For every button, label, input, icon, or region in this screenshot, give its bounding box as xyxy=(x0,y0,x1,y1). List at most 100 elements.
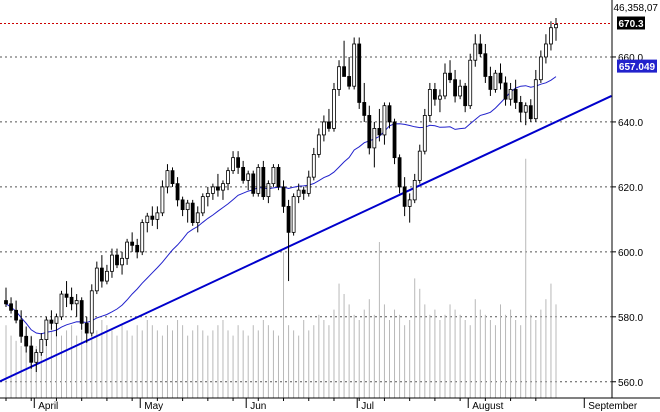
candle xyxy=(352,37,357,90)
candle-body xyxy=(513,89,518,103)
candle-body xyxy=(271,166,276,185)
candle xyxy=(432,82,437,106)
candle-body xyxy=(145,215,150,224)
candle xyxy=(301,186,306,200)
candle-body xyxy=(533,79,538,120)
candle-body xyxy=(89,290,94,334)
candle xyxy=(150,206,155,226)
candle xyxy=(266,180,271,204)
candle xyxy=(180,196,185,217)
candle xyxy=(59,290,64,321)
y-tick-label: 580.0 xyxy=(618,313,643,324)
candle-body xyxy=(337,66,341,90)
candle-body xyxy=(367,115,372,149)
candle-body xyxy=(160,186,165,214)
moving-average-box: 657.049 xyxy=(617,59,657,73)
moving-average-label: 657.049 xyxy=(619,62,656,73)
x-tick-label: September xyxy=(588,401,638,412)
candle-body xyxy=(281,186,286,207)
candle-body xyxy=(276,166,281,188)
candle-body xyxy=(266,183,271,198)
candle-body xyxy=(24,335,29,347)
candle xyxy=(14,300,18,324)
candle-body xyxy=(397,157,402,188)
candle-body xyxy=(503,82,508,100)
candle-body xyxy=(453,79,457,97)
candle-body xyxy=(387,105,392,123)
last-price-box: 670.3 xyxy=(617,16,645,30)
candle-body xyxy=(231,157,235,172)
candle-body xyxy=(261,166,266,198)
candle-body xyxy=(236,157,241,168)
candle-body xyxy=(130,241,135,246)
candle-body xyxy=(286,205,291,233)
candle xyxy=(407,193,412,223)
candle xyxy=(89,284,94,337)
candle-body xyxy=(19,319,24,337)
candle xyxy=(463,82,468,113)
candle xyxy=(412,173,417,204)
candle-body xyxy=(432,89,437,100)
candle-body xyxy=(463,85,468,107)
candle-body xyxy=(291,196,296,233)
candle-body xyxy=(392,121,397,159)
candle-body xyxy=(357,43,362,103)
candle xyxy=(69,287,74,311)
candle xyxy=(190,199,195,226)
candle xyxy=(39,333,44,356)
candle xyxy=(170,167,175,187)
candle xyxy=(34,349,39,373)
candle xyxy=(94,261,99,295)
candle xyxy=(473,34,478,67)
candle-body xyxy=(140,222,145,253)
candle xyxy=(367,105,372,155)
candle xyxy=(49,310,54,330)
candle xyxy=(453,69,457,103)
candle xyxy=(140,219,145,256)
candle xyxy=(160,180,165,217)
candle xyxy=(311,147,316,181)
candle xyxy=(236,151,241,174)
candle-body xyxy=(544,43,548,58)
candle xyxy=(402,177,407,217)
candle-body xyxy=(210,186,215,194)
candle-body xyxy=(538,56,543,81)
candle xyxy=(342,40,346,77)
candle xyxy=(417,144,422,184)
candle-body xyxy=(170,170,175,185)
x-tick-label: May xyxy=(144,401,163,412)
candle-body xyxy=(205,192,210,198)
candle xyxy=(44,316,49,347)
candle-body xyxy=(321,121,326,136)
candle-body xyxy=(296,189,301,198)
candle-body xyxy=(94,267,99,292)
candle-body xyxy=(165,170,170,188)
candle-body xyxy=(508,89,513,100)
candle-body xyxy=(498,72,503,84)
candle-body xyxy=(362,102,367,116)
candle xyxy=(316,128,321,158)
candle-body xyxy=(473,43,478,61)
candle xyxy=(4,287,8,308)
candle-body xyxy=(549,27,553,45)
candle xyxy=(468,53,473,109)
candle xyxy=(518,95,523,122)
candle-body xyxy=(427,89,432,116)
candle xyxy=(246,170,251,191)
candle xyxy=(271,164,276,187)
candle xyxy=(503,76,508,106)
candle-body xyxy=(342,66,346,77)
candle-body xyxy=(221,183,225,191)
top-readout: 46,358,07 xyxy=(614,3,659,14)
candle xyxy=(392,118,397,165)
candle-body xyxy=(4,300,8,305)
candle xyxy=(458,79,463,100)
candle-body xyxy=(155,212,160,220)
candle xyxy=(533,69,538,122)
candle-body xyxy=(422,115,427,152)
last-price-box-bg xyxy=(617,16,645,30)
candle-body xyxy=(64,293,69,298)
candle-body xyxy=(180,199,185,211)
moving-average-line xyxy=(5,76,557,335)
